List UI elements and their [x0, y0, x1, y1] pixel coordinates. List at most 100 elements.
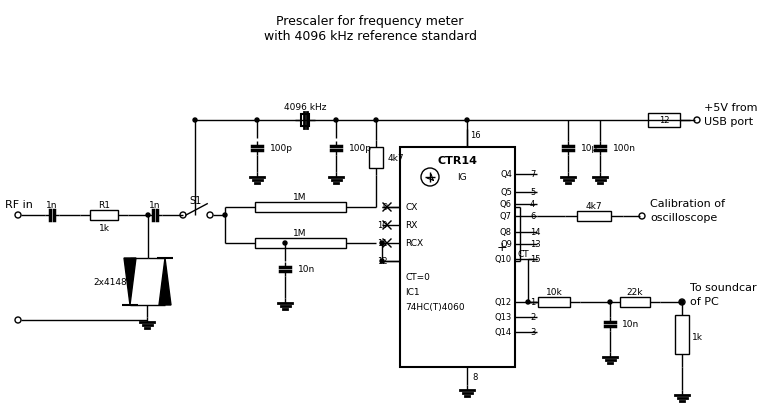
- Text: 100p: 100p: [270, 143, 293, 153]
- Circle shape: [608, 300, 612, 304]
- Circle shape: [380, 241, 384, 245]
- Circle shape: [380, 259, 384, 263]
- Bar: [648, 113, 680, 127]
- Circle shape: [146, 213, 150, 217]
- Text: 14: 14: [530, 228, 540, 236]
- Text: To soundcard: To soundcard: [690, 283, 757, 293]
- Bar: [301, 114, 309, 126]
- Polygon shape: [124, 258, 136, 305]
- Text: 10n: 10n: [622, 320, 639, 328]
- Text: Q4: Q4: [500, 170, 512, 178]
- Bar: [89, 210, 118, 220]
- Circle shape: [334, 118, 338, 122]
- Text: USB port: USB port: [704, 117, 753, 127]
- Text: Q14: Q14: [495, 328, 512, 336]
- Text: 2: 2: [530, 313, 535, 321]
- Text: 100n: 100n: [613, 143, 636, 153]
- Text: 4096 kHz: 4096 kHz: [284, 103, 326, 111]
- Bar: [675, 315, 689, 354]
- Text: 2x4148: 2x4148: [93, 277, 127, 287]
- Text: CT: CT: [518, 249, 530, 259]
- Text: 5: 5: [530, 187, 535, 197]
- Text: 1: 1: [530, 297, 535, 307]
- Text: 15: 15: [530, 254, 540, 264]
- Text: 22k: 22k: [627, 287, 643, 297]
- Text: CX: CX: [405, 202, 417, 212]
- Text: 16: 16: [469, 130, 480, 140]
- Text: RCX: RCX: [405, 238, 423, 248]
- Circle shape: [255, 118, 259, 122]
- Text: Q8: Q8: [500, 228, 512, 236]
- Text: CTR14: CTR14: [438, 156, 478, 166]
- Circle shape: [526, 300, 530, 304]
- Bar: [400, 147, 515, 367]
- Text: 10: 10: [378, 220, 388, 230]
- Text: 10n: 10n: [298, 264, 315, 274]
- Bar: [255, 202, 346, 212]
- Text: 100p: 100p: [349, 143, 372, 153]
- Text: 74HC(T)4060: 74HC(T)4060: [405, 303, 465, 311]
- Circle shape: [223, 213, 227, 217]
- Bar: [255, 238, 346, 248]
- Text: oscilloscope: oscilloscope: [650, 213, 717, 223]
- Text: Q9: Q9: [500, 240, 512, 248]
- Text: IC1: IC1: [405, 287, 419, 297]
- Text: S1: S1: [190, 196, 202, 206]
- Text: Prescaler for frequency meter: Prescaler for frequency meter: [276, 16, 464, 28]
- Text: Q6: Q6: [500, 199, 512, 209]
- Circle shape: [639, 213, 645, 219]
- Circle shape: [680, 300, 684, 304]
- Text: 13: 13: [530, 240, 540, 248]
- Text: RX: RX: [405, 220, 417, 230]
- Text: 12: 12: [659, 116, 669, 124]
- Circle shape: [465, 118, 469, 122]
- Text: Q5: Q5: [500, 187, 512, 197]
- Circle shape: [180, 212, 186, 218]
- Text: Q12: Q12: [495, 297, 512, 307]
- Bar: [577, 211, 612, 221]
- Text: 8: 8: [472, 372, 478, 382]
- Text: 1M: 1M: [293, 228, 307, 238]
- Bar: [538, 297, 569, 307]
- Text: +: +: [497, 241, 507, 253]
- Text: IG: IG: [457, 173, 466, 181]
- Circle shape: [283, 241, 287, 245]
- Text: with 4096 kHz reference standard: with 4096 kHz reference standard: [263, 29, 476, 42]
- Circle shape: [207, 212, 213, 218]
- Text: 1M: 1M: [293, 192, 307, 202]
- Text: 7: 7: [530, 170, 535, 178]
- Text: 1n: 1n: [149, 201, 160, 210]
- Text: Q13: Q13: [495, 313, 512, 321]
- Text: CT=0: CT=0: [405, 272, 430, 282]
- Text: Q7: Q7: [500, 212, 512, 220]
- Text: 1k: 1k: [692, 333, 703, 341]
- Circle shape: [15, 212, 21, 218]
- Circle shape: [374, 118, 378, 122]
- Bar: [620, 297, 650, 307]
- Bar: [369, 147, 383, 168]
- Text: +5V from: +5V from: [704, 103, 757, 113]
- Text: 11: 11: [378, 238, 388, 248]
- Circle shape: [421, 168, 439, 186]
- Text: 4k7: 4k7: [388, 153, 405, 163]
- Text: 12: 12: [378, 256, 388, 266]
- Circle shape: [694, 117, 700, 123]
- Text: 1k: 1k: [98, 223, 110, 233]
- Text: 10k: 10k: [546, 287, 562, 297]
- Text: R1: R1: [98, 201, 110, 210]
- Circle shape: [679, 299, 685, 305]
- Text: 10µ: 10µ: [581, 143, 598, 153]
- Text: Calibration of: Calibration of: [650, 199, 725, 209]
- Text: of PC: of PC: [690, 297, 718, 307]
- Circle shape: [193, 118, 197, 122]
- Polygon shape: [159, 258, 171, 305]
- Text: 3: 3: [530, 328, 535, 336]
- Text: 4: 4: [530, 199, 535, 209]
- Text: RF in: RF in: [5, 200, 33, 210]
- Text: 9: 9: [383, 202, 388, 212]
- Text: 1n: 1n: [46, 201, 58, 210]
- Text: Q10: Q10: [495, 254, 512, 264]
- Circle shape: [15, 317, 21, 323]
- Text: 4k7: 4k7: [586, 202, 603, 210]
- Text: 6: 6: [530, 212, 535, 220]
